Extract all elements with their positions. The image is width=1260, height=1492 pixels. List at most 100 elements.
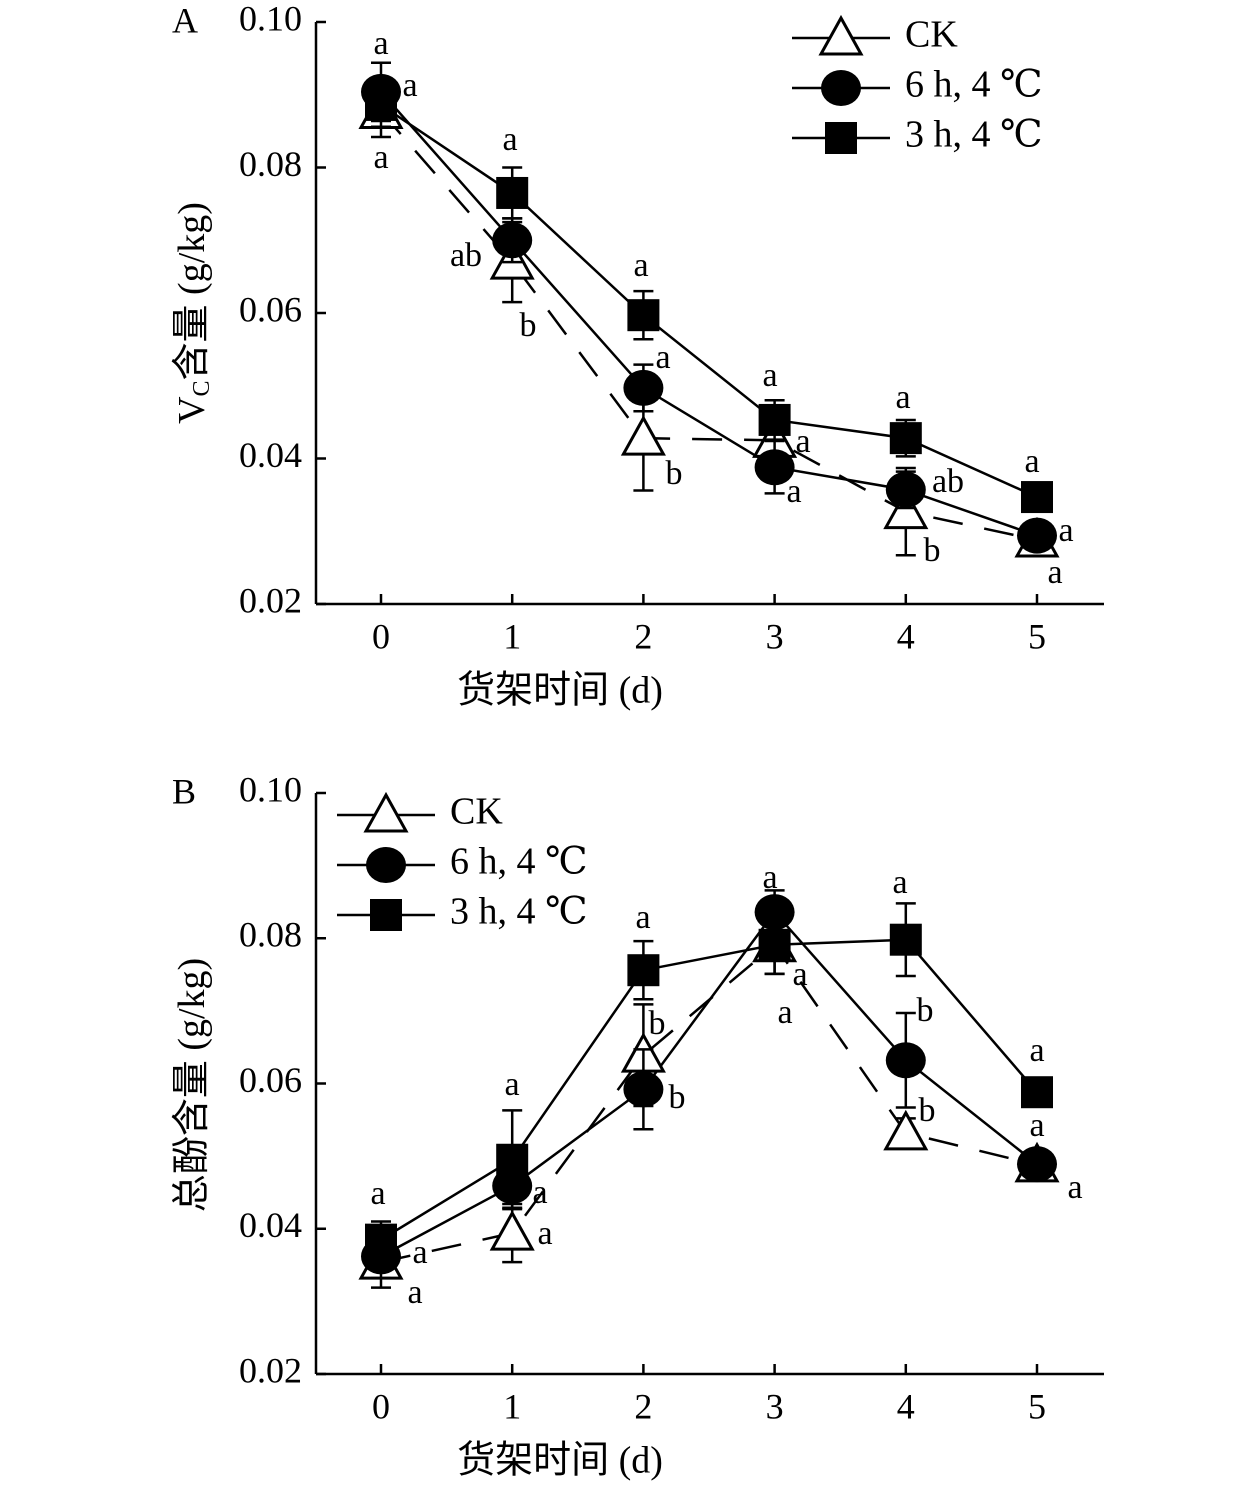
- legend-marker: [370, 899, 402, 931]
- y-tick-label: 0.06: [239, 1060, 302, 1100]
- significance-letter: a: [1047, 554, 1062, 591]
- legend-marker: [821, 70, 861, 106]
- y-axis-label-subscript: C: [189, 380, 215, 396]
- significance-letter: a: [762, 357, 777, 394]
- panel-label: A: [172, 0, 198, 40]
- data-point: [627, 954, 660, 987]
- legend: CK 6 h, 4 ℃ 3 h, 4 ℃: [792, 14, 1043, 156]
- significance-letter: b: [669, 1079, 686, 1116]
- x-tick-label: 2: [634, 1386, 652, 1426]
- data-point: [365, 88, 397, 121]
- significance-letter: a: [1029, 1107, 1044, 1144]
- significance-letter: ab: [932, 463, 964, 500]
- legend-marker: [363, 791, 409, 833]
- series-line-1: [380, 910, 1038, 1258]
- legend-marker: [818, 14, 864, 56]
- series-line-1: [380, 91, 1038, 537]
- data-point: [758, 403, 791, 436]
- legend: CK 6 h, 4 ℃ 3 h, 4 ℃: [337, 791, 588, 933]
- significance-letter: b: [919, 1092, 936, 1129]
- significance-letter: a: [655, 339, 670, 376]
- legend-label: 3 h, 4 ℃: [450, 891, 588, 933]
- y-tick-label: 0.10: [239, 769, 302, 809]
- data-point: [754, 449, 795, 486]
- legend-label: CK: [905, 14, 958, 56]
- y-axis-label-rest: 含量 (g/kg): [171, 202, 213, 380]
- data-point: [496, 1143, 529, 1176]
- panel-A: A 0.02 0.04 0.06 0.08 0.10 0 1 2 3 4 5 货架时间 (d) VC含量 …: [171, 0, 1104, 712]
- significance-letter: a: [786, 473, 801, 510]
- panel-B: B 0.02 0.04 0.06 0.08 0.10 0 1 2 3 4 5 货架时间 (d) 总酚含量 …: [171, 769, 1104, 1482]
- x-tick-label: 2: [634, 616, 652, 656]
- series-line-2: [380, 938, 1038, 1241]
- series-line-0: [380, 942, 1038, 1264]
- x-tick-label: 0: [372, 616, 390, 656]
- significance-letter: a: [777, 994, 792, 1031]
- y-tick-label: 0.04: [239, 1205, 302, 1245]
- y-tick-label: 0.10: [239, 0, 302, 38]
- x-tick-label: 4: [897, 1386, 915, 1426]
- significance-letter: a: [373, 25, 388, 62]
- x-tick-label: 5: [1028, 1386, 1046, 1426]
- legend-label: 6 h, 4 ℃: [905, 64, 1043, 106]
- data-point: [623, 1071, 664, 1108]
- y-tick-label: 0.02: [239, 580, 302, 620]
- y-tick-label: 0.04: [239, 435, 302, 475]
- panel-label: B: [172, 771, 196, 811]
- significance-letter: a: [1067, 1169, 1082, 1206]
- significance-letter: a: [895, 379, 910, 416]
- series-line-0: [380, 110, 1038, 542]
- data-point: [620, 415, 666, 456]
- significance-letter: a: [762, 859, 777, 896]
- significance-letter: a: [1029, 1032, 1044, 1069]
- data-point: [885, 471, 926, 508]
- data-point: [1017, 1146, 1057, 1183]
- data-point: [623, 369, 664, 406]
- significance-letter: b: [924, 532, 941, 569]
- significance-letter: a: [537, 1215, 552, 1252]
- significance-letter: b: [666, 455, 683, 492]
- significance-letter: a: [635, 899, 650, 936]
- significance-letter: b: [917, 992, 934, 1029]
- y-axis-label-main: 总酚含量 (g/kg): [171, 958, 213, 1212]
- significance-letter: b: [520, 307, 537, 344]
- y-tick-label: 0.06: [239, 289, 302, 329]
- y-axis-label: VC含量 (g/kg): [171, 202, 215, 424]
- significance-letter: a: [1058, 512, 1073, 549]
- significance-letter: a: [407, 1274, 422, 1311]
- legend-label: 3 h, 4 ℃: [905, 114, 1043, 156]
- legend-marker: [825, 122, 857, 154]
- data-point: [885, 1042, 926, 1079]
- series-line-2: [380, 103, 1038, 499]
- x-tick-label: 5: [1028, 616, 1046, 656]
- data-point: [754, 894, 795, 931]
- significance-letter: a: [370, 1175, 385, 1212]
- significance-letter: a: [892, 864, 907, 901]
- x-tick-label: 1: [503, 1386, 521, 1426]
- data-point: [758, 928, 791, 961]
- y-tick-label: 0.08: [239, 915, 302, 955]
- significance-letter: a: [502, 121, 517, 158]
- data-point: [883, 1109, 929, 1151]
- data-point: [1021, 481, 1053, 514]
- x-tick-label: 4: [897, 616, 915, 656]
- data-point: [627, 299, 660, 332]
- x-tick-label: 0: [372, 1386, 390, 1426]
- significance-letter: a: [532, 1174, 547, 1211]
- significance-letter: a: [412, 1234, 427, 1271]
- significance-letter: a: [402, 67, 417, 104]
- data-point: [1021, 1076, 1053, 1109]
- significance-letter: a: [504, 1066, 519, 1103]
- significance-letter: a: [795, 423, 810, 460]
- data-point: [1017, 517, 1057, 554]
- significance-letter: a: [1024, 443, 1039, 480]
- x-tick-label: 1: [503, 616, 521, 656]
- x-axis-label: 货架时间 (d): [457, 670, 663, 712]
- x-axis-label: 货架时间 (d): [457, 1440, 663, 1482]
- significance-letter: a: [792, 956, 807, 993]
- y-axis-label: 总酚含量 (g/kg): [171, 958, 213, 1212]
- y-axis-label-main: V: [171, 396, 213, 424]
